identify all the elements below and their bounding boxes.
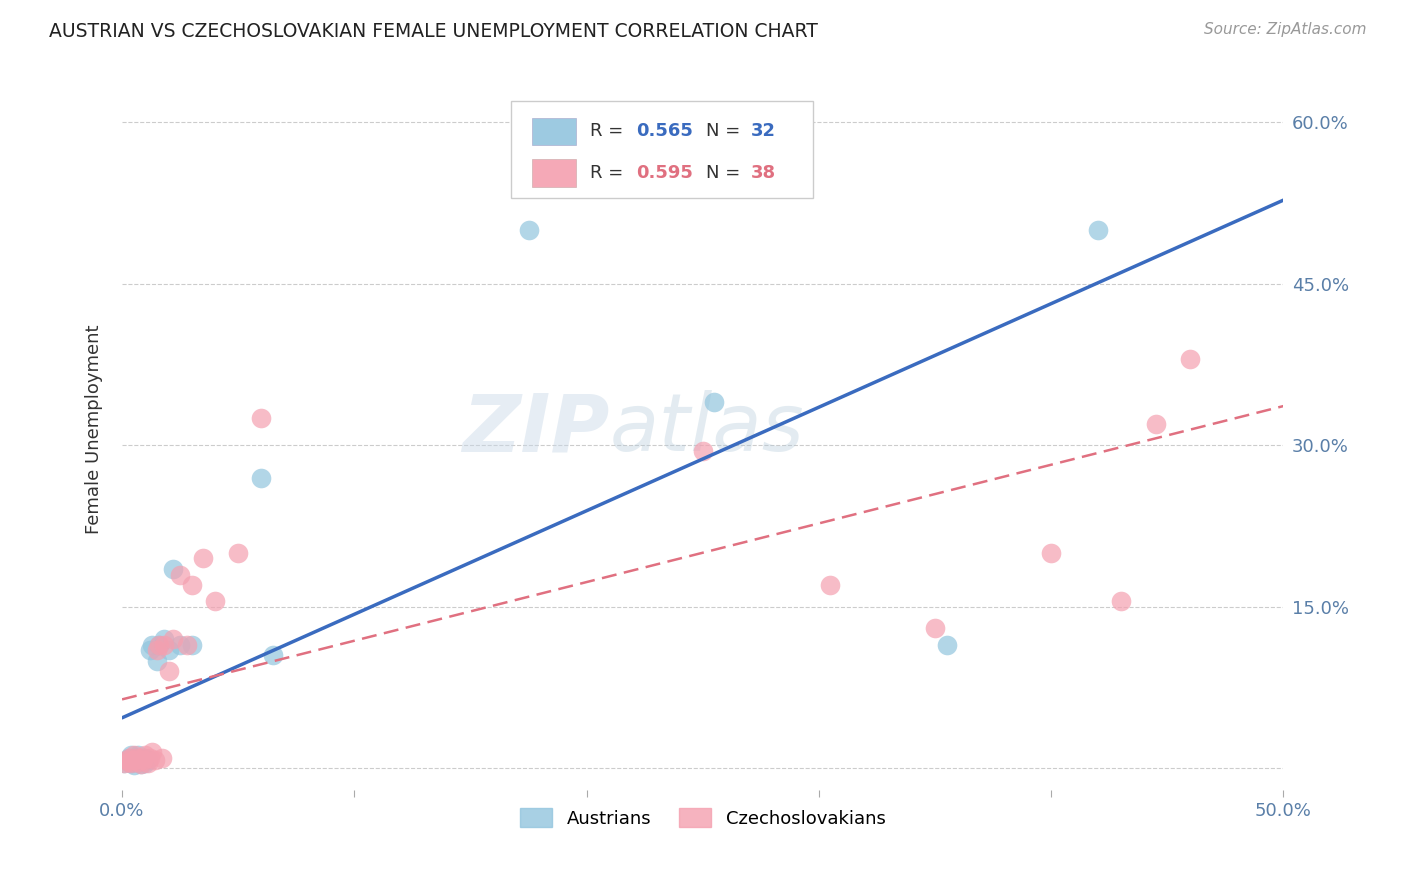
Point	[250, 411, 273, 425]
Point	[153, 632, 176, 647]
Point	[703, 395, 725, 409]
Point	[118, 750, 141, 764]
Point	[1087, 223, 1109, 237]
Point	[1144, 417, 1167, 431]
Text: R =: R =	[591, 122, 628, 140]
Text: R =: R =	[591, 164, 628, 182]
Point	[180, 578, 202, 592]
Point	[226, 546, 249, 560]
Point	[122, 753, 145, 767]
Text: atlas: atlas	[610, 390, 804, 468]
Point	[129, 757, 152, 772]
Legend: Austrians, Czechoslovakians: Austrians, Czechoslovakians	[513, 801, 893, 835]
Point	[250, 471, 273, 485]
Point	[141, 745, 163, 759]
Point	[204, 594, 226, 608]
Point	[1109, 594, 1132, 608]
Point	[180, 638, 202, 652]
Point	[118, 755, 141, 769]
Point	[193, 551, 215, 566]
Point	[169, 638, 191, 652]
Point	[134, 756, 156, 770]
Text: AUSTRIAN VS CZECHOSLOVAKIAN FEMALE UNEMPLOYMENT CORRELATION CHART: AUSTRIAN VS CZECHOSLOVAKIAN FEMALE UNEMP…	[49, 22, 818, 41]
Point	[141, 638, 163, 652]
Text: N =: N =	[706, 164, 747, 182]
Point	[134, 750, 156, 764]
Point	[127, 755, 149, 769]
Point	[148, 638, 170, 652]
Point	[118, 755, 141, 769]
Point	[1040, 546, 1063, 560]
Point	[139, 750, 162, 764]
Point	[120, 756, 142, 770]
Point	[1180, 352, 1202, 367]
Point	[112, 756, 135, 770]
Point	[157, 643, 180, 657]
Point	[115, 753, 138, 767]
Point	[820, 578, 842, 592]
Point	[162, 562, 184, 576]
Y-axis label: Female Unemployment: Female Unemployment	[86, 325, 103, 534]
Point	[176, 638, 198, 652]
Text: N =: N =	[706, 122, 747, 140]
Point	[162, 632, 184, 647]
Text: 32: 32	[751, 122, 775, 140]
Text: ZIP: ZIP	[463, 390, 610, 468]
Point	[262, 648, 284, 663]
Point	[136, 753, 159, 767]
Point	[120, 756, 142, 770]
Point	[157, 665, 180, 679]
Point	[153, 638, 176, 652]
FancyBboxPatch shape	[512, 101, 813, 198]
Bar	[531, 118, 576, 145]
Point	[146, 654, 169, 668]
Point	[125, 750, 148, 764]
Point	[148, 638, 170, 652]
Text: 0.565: 0.565	[637, 122, 693, 140]
Point	[139, 643, 162, 657]
Point	[120, 748, 142, 763]
Point	[935, 638, 957, 652]
Point	[692, 443, 714, 458]
Point	[136, 756, 159, 770]
Bar	[531, 160, 576, 186]
Point	[169, 567, 191, 582]
Point	[115, 753, 138, 767]
Text: 38: 38	[751, 164, 776, 182]
Point	[132, 753, 155, 767]
Point	[122, 758, 145, 772]
Point	[150, 750, 173, 764]
Point	[129, 757, 152, 772]
Point	[924, 621, 946, 635]
Point	[112, 756, 135, 770]
Point	[129, 750, 152, 764]
Point	[143, 753, 166, 767]
Point	[132, 753, 155, 767]
Point	[529, 169, 551, 184]
Text: 0.595: 0.595	[637, 164, 693, 182]
Point	[129, 750, 152, 764]
Point	[122, 748, 145, 763]
Point	[125, 750, 148, 764]
Point	[127, 755, 149, 769]
Point	[127, 748, 149, 763]
Text: Source: ZipAtlas.com: Source: ZipAtlas.com	[1204, 22, 1367, 37]
Point	[134, 748, 156, 763]
Point	[517, 223, 540, 237]
Point	[122, 753, 145, 767]
Point	[118, 750, 141, 764]
Point	[146, 643, 169, 657]
